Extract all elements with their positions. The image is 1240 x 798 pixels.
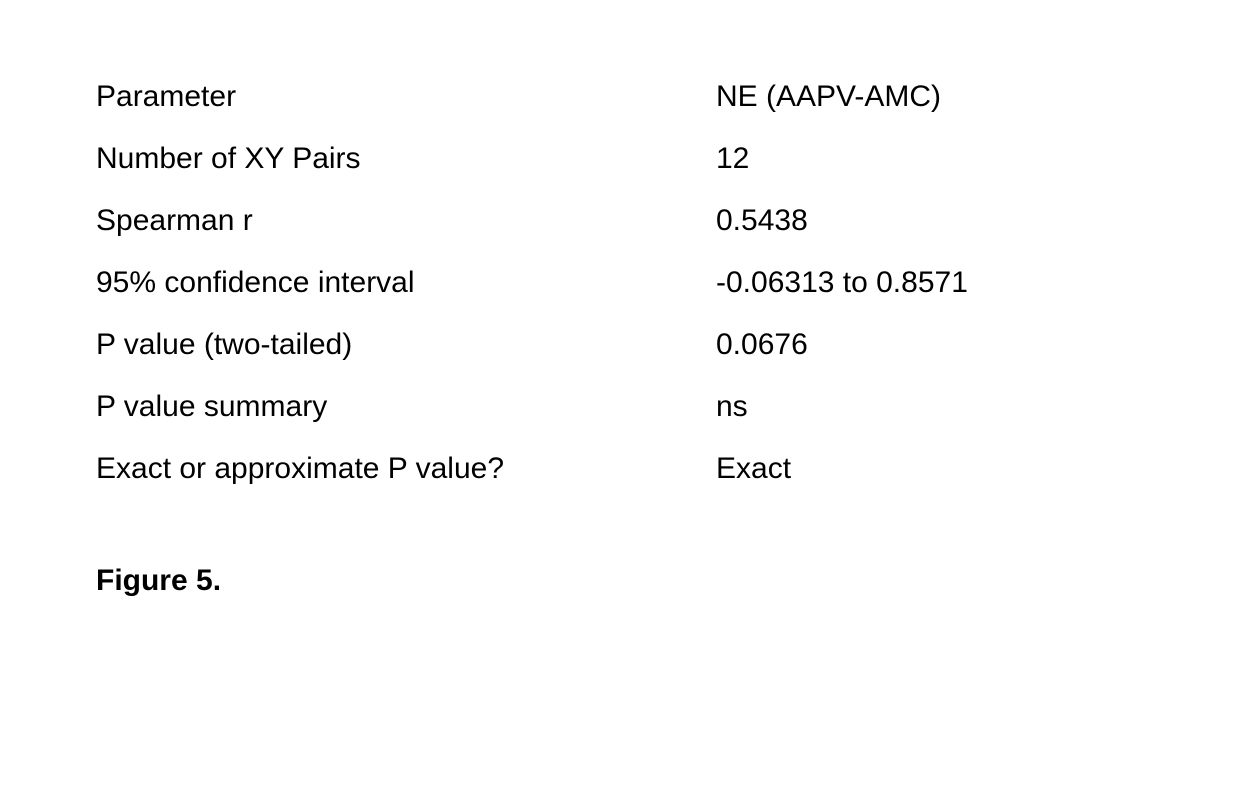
table-row-value: 12 [716, 142, 1144, 176]
table-row-param: Spearman r [96, 204, 716, 238]
table-row-param: 95% confidence interval [96, 266, 716, 300]
table-row-param: Exact or approximate P value? [96, 452, 716, 486]
table-row-value: ns [716, 390, 1144, 424]
table-row-value: Exact [716, 452, 1144, 486]
figure-caption: Figure 5. [96, 564, 1144, 598]
table-row-value: -0.06313 to 0.8571 [716, 266, 1144, 300]
table-row-value: 0.0676 [716, 328, 1144, 362]
table-row-value: 0.5438 [716, 204, 1144, 238]
table-header-value: NE (AAPV-AMC) [716, 80, 1144, 114]
figure-container: Parameter NE (AAPV-AMC) Number of XY Pai… [0, 0, 1240, 798]
stats-table: Parameter NE (AAPV-AMC) Number of XY Pai… [96, 80, 1144, 486]
table-row-param: P value summary [96, 390, 716, 424]
table-row-param: Number of XY Pairs [96, 142, 716, 176]
table-header-param: Parameter [96, 80, 716, 114]
table-row-param: P value (two-tailed) [96, 328, 716, 362]
